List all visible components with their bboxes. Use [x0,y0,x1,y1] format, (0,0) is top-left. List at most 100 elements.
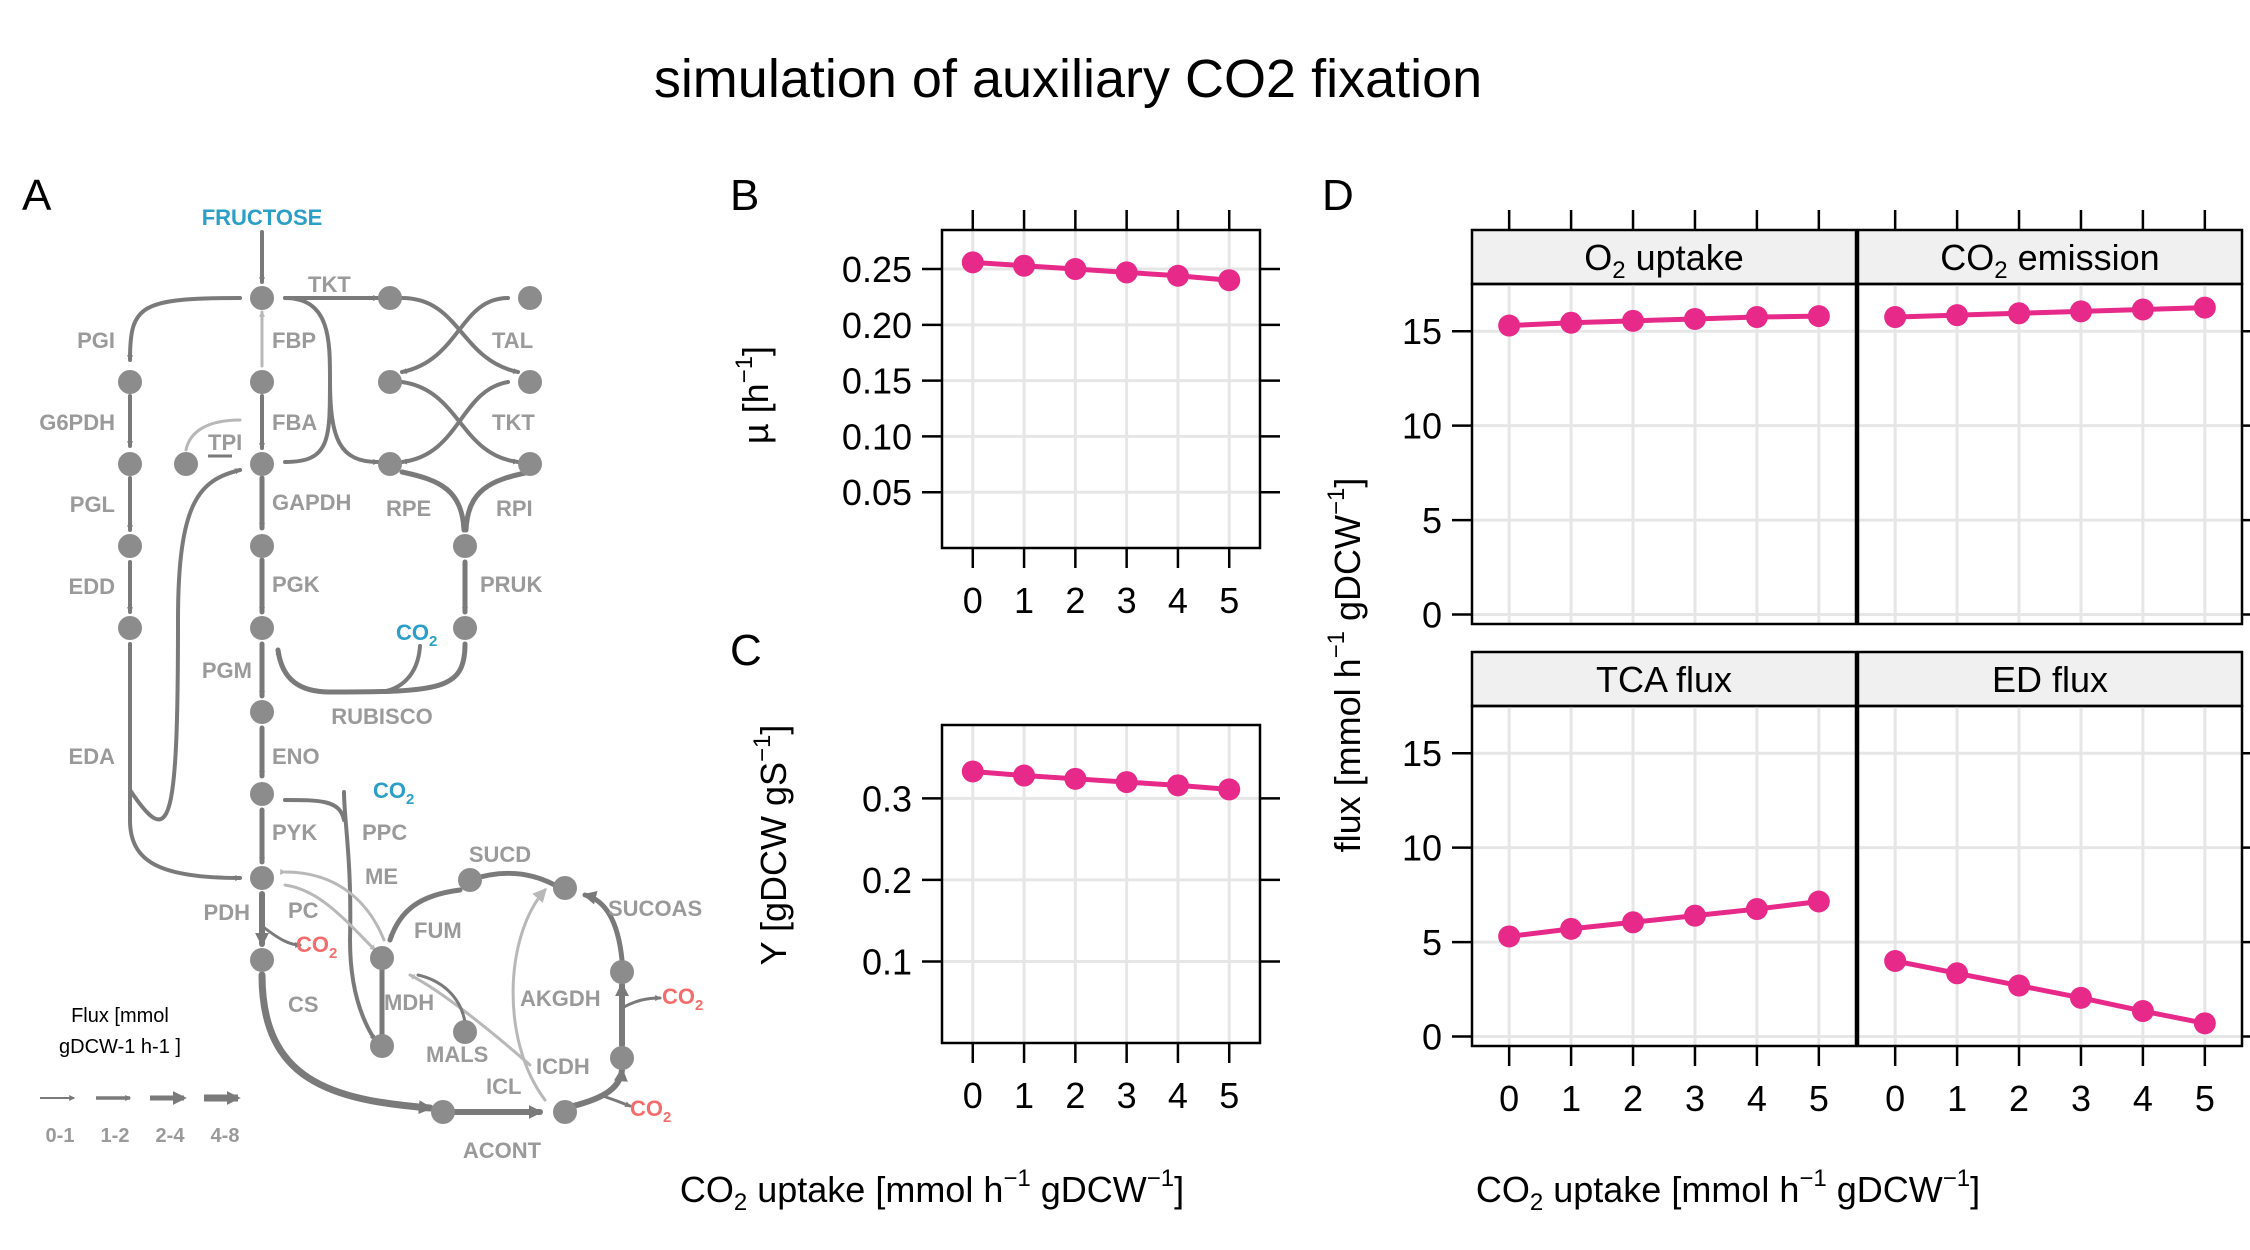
label-tkt1: TKT [308,272,351,297]
node-e4p [378,286,402,310]
d-facet-0-point-1 [1560,311,1583,334]
label-eno: ENO [272,744,320,769]
d-facet-2-strip [1470,650,1858,708]
d-facet-0-point-0 [1498,314,1521,337]
label-gapdh: GAPDH [272,490,351,515]
d-facet-3-xtick-label-1: 1 [1947,1078,1967,1119]
d-facet-0-ytick-label-0: 0 [1422,595,1442,636]
c-point-3 [1115,771,1138,794]
d-facet-3-series-line [1894,958,2206,1026]
label-eda: EDA [69,744,116,769]
d-facet-0-ytick-label-3: 15 [1402,311,1442,352]
node-2pg [250,700,274,724]
d-facet-3-strip-label: ED flux [1992,659,2108,700]
b-xtick-label-4: 4 [1168,580,1188,621]
c-ytick-label-0: 0.1 [862,941,912,982]
label-tpi: TPI [208,430,242,455]
d-facet-2-point-5 [1807,890,1830,913]
node-fbp [250,370,274,394]
d-facet-1: CO2 emission [1856,210,2250,626]
label-icl: ICL [486,1074,521,1099]
node-x5p-a [378,370,402,394]
node-akg [610,1046,634,1070]
b-xtick-label-3: 3 [1117,580,1137,621]
label-pdh: PDH [204,900,250,925]
b-point-1 [1013,254,1036,277]
node-6pgl [118,452,142,476]
d-facet-1-point-5 [2193,296,2216,319]
metabolic-network-diagram: FRUCTOSE PGI G6PDH PGL EDD EDA TKT FBP F… [39,205,703,1163]
network-edges [127,230,662,1119]
label-ppc: PPC [362,820,407,845]
node-mal [370,946,394,970]
b-ytick-label-3: 0.20 [842,305,912,346]
c-point-5 [1218,778,1241,801]
flux-legend: Flux [mmol gDCW-1 h-1 ] 0-1 1-2 2-4 4-8 [40,1005,241,1147]
label-pyk: PYK [272,820,317,845]
panel-label-a: A [22,171,52,220]
node-glx [453,1020,477,1044]
legend-bin-2-4: 2-4 [156,1125,186,1147]
label-rubisco: RUBISCO [331,704,432,729]
d-facet-3-xtick-label-0: 0 [1885,1078,1905,1119]
label-pc: PC [288,898,319,923]
d-facet-2-xtick-label-3: 3 [1685,1078,1705,1119]
label-pgl: PGL [70,492,115,517]
panel-label-d: D [1322,171,1354,220]
panel-d-ylabel: flux [mmol h−1 gDCW−1] [1323,478,1368,853]
d-facet-2-xtick-label-0: 0 [1499,1078,1519,1119]
node-bpg [250,534,274,558]
edge-pgi [127,296,242,362]
c-xtick-label-4: 4 [1168,1075,1188,1116]
node-6pg [118,534,142,558]
c-series-line [972,768,1230,792]
d-facet-0-point-2 [1622,309,1645,332]
legend-title-line2: gDCW-1 h-1 ] [59,1036,181,1058]
node-suc [553,876,577,900]
label-cs: CS [288,992,319,1017]
node-dhap [174,452,198,476]
b-series-line [972,259,1230,283]
d-facet-2-point-4 [1745,898,1768,921]
b-ytick-label-4: 0.25 [842,249,912,290]
d-facet-3-frame [1856,704,2244,1048]
d-facet-1-frame [1856,282,2244,626]
c-ytick-label-1: 0.2 [862,860,912,901]
d-facet-1-point-0 [1884,306,1907,329]
d-facet-1-strip [1856,228,2244,286]
label-sucd: SUCD [469,842,531,867]
label-fbp: FBP [272,328,316,353]
edge-akgdh-co2 [620,995,662,1010]
node-icit [553,1100,577,1124]
label-edd: EDD [69,574,115,599]
label-co2-icdh: CO2 [630,1096,671,1126]
node-r5p [518,452,542,476]
panel-label-b: B [730,171,759,220]
panel-b-growth-rate: 0 1 2 3 4 5 0.05 0.10 0.15 0.20 0.25 [842,210,1280,621]
node-fum [458,868,482,892]
label-acont: ACONT [463,1138,542,1163]
label-sucoas: SUCOAS [608,896,702,921]
label-rpi: RPI [496,496,533,521]
d-facet-2-xtick-label-4: 4 [1747,1078,1767,1119]
node-f6p [250,286,274,310]
d-facet-0-point-3 [1683,307,1706,330]
b-ytick-label-1: 0.10 [842,416,912,457]
label-tkt2: TKT [492,410,535,435]
d-facet-0-strip-label: O2 uptake [1584,237,1743,284]
d-facet-0-point-4 [1745,306,1768,329]
d-facet-2-point-3 [1683,904,1706,927]
label-fba: FBA [272,410,317,435]
edge-icl-mals [408,973,532,1067]
network-nodes [118,286,634,1124]
c-xtick-label-0: 0 [963,1075,983,1116]
b-ytick-label-2: 0.15 [842,361,912,402]
c-frame [940,723,1262,1045]
label-fructose: FRUCTOSE [202,205,323,230]
label-mdh: MDH [384,990,434,1015]
panel-label-c: C [730,626,762,675]
c-point-4 [1166,774,1189,797]
d-facet-2-ytick-label-2: 10 [1402,828,1442,869]
b-xtick-label-1: 1 [1014,580,1034,621]
